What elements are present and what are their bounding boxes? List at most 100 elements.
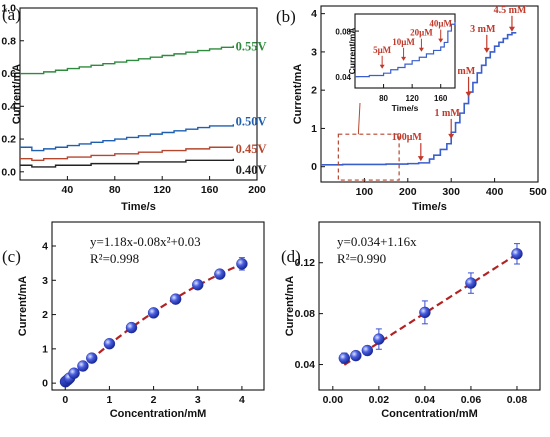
series-label: 0.45V: [236, 142, 267, 156]
x-tick-label: 0.02: [369, 394, 390, 406]
y-tick-label: 0.04: [295, 359, 316, 371]
y-tick-label: 1: [42, 343, 48, 355]
y-tick-label: 3: [311, 46, 317, 58]
data-point: [86, 352, 98, 364]
fit-line: [343, 253, 518, 366]
fit-equation-d: y=0.034+1.16x: [337, 234, 417, 249]
y-tick-label: 0.8: [1, 35, 16, 47]
x-tick-label: 0.00: [323, 394, 344, 406]
x-axis-label: Time/s: [412, 201, 447, 213]
plot-frame: [51, 221, 265, 391]
y-tick-label: 0: [311, 161, 317, 173]
inset-annotation-arrowhead: [418, 47, 424, 52]
panel-label-d: (d): [281, 247, 301, 266]
data-point: [214, 268, 226, 280]
inset-annotation-arrowhead: [438, 38, 444, 43]
y-tick-label: 0: [42, 378, 48, 390]
data-point: [511, 248, 523, 260]
data-point: [192, 279, 204, 291]
r-squared-d: R²=0.990: [337, 251, 386, 266]
inset-annotation-arrowhead: [379, 64, 385, 69]
x-tick-label: 100: [356, 186, 374, 198]
y-tick-label: 1.0: [1, 3, 16, 15]
inset-annotation-label: 5μM: [373, 45, 392, 55]
x-tick-label: 4: [239, 394, 245, 406]
x-tick-label: 80: [379, 94, 388, 103]
zoom-region-box: [337, 133, 400, 181]
x-tick-label: 300: [442, 186, 460, 198]
x-tick-label: 200: [248, 184, 266, 196]
x-tick-label: 200: [399, 186, 417, 198]
x-tick-label: 2: [151, 394, 157, 406]
series-line-0-40v: [20, 158, 234, 168]
y-tick-label: 0.04: [335, 73, 351, 82]
y-tick-label: 0.2: [1, 134, 16, 146]
y-tick-label: 0.08: [295, 308, 316, 320]
x-tick-label: 1: [106, 394, 112, 406]
data-point: [77, 360, 89, 372]
x-axis-label: Concentration/mM: [381, 408, 478, 420]
x-tick-label: 160: [434, 94, 448, 103]
x-axis-label: Time/s: [392, 103, 419, 113]
y-tick-label: 0.6: [1, 68, 16, 80]
y-axis-label: Current/mA: [292, 64, 304, 125]
panel-b: 100 200 300 400 500 0 1 2 3 4 Time/s Current/mA 100μ…: [292, 5, 547, 213]
data-point: [68, 367, 80, 379]
y-tick-label: 4: [42, 241, 48, 253]
y-axis-label: Current/mA: [347, 28, 357, 75]
panel-c: 0 1 2 3 4 0 1 2 3 4 Concentration/mM Current/mA y=1.…: [17, 221, 265, 420]
x-tick-label: 0.08: [507, 394, 528, 406]
y-tick-label: 4: [311, 8, 317, 20]
data-point: [419, 306, 431, 319]
data-point: [465, 277, 477, 289]
inset-annotation-label: 10μM: [392, 37, 415, 47]
annotation-label: 1 mM: [435, 108, 461, 119]
data-point: [236, 258, 248, 270]
plot-frame: [354, 13, 456, 89]
series-line-0-45v: [20, 146, 234, 162]
annotation-arrowhead: [508, 26, 515, 32]
data-point: [103, 338, 116, 350]
series-label: 0.40V: [236, 163, 267, 177]
panel-d: 0.00 0.02 0.04 0.06 0.08 0.04 0.08 0.12 Concentr…: [284, 221, 541, 420]
panel-a: 40 80 120 160 200 0.0 0.2 0.4 0.6 0.8 1.0 Time/s Cur…: [1, 3, 266, 214]
y-axis-label: Current/mA: [17, 276, 29, 337]
annotation-label: 2 mM: [450, 66, 476, 77]
x-tick-label: 120: [153, 184, 171, 196]
r-squared-c: R²=0.998: [90, 251, 139, 266]
x-tick-label: 0: [62, 394, 68, 406]
x-tick-label: 0.04: [415, 394, 436, 406]
panel-label-c: (c): [2, 247, 21, 266]
x-tick-label: 3: [195, 394, 201, 406]
series-label: 0.55V: [236, 40, 267, 54]
inset-annotation-arrowhead: [401, 56, 407, 61]
x-axis-label: Concentration/mM: [110, 408, 207, 420]
fit-equation-c: y=1.18x-0.08x²+0.03: [90, 234, 201, 249]
y-tick-label: 0.4: [1, 101, 16, 113]
current-trace: [321, 31, 517, 166]
inset-current-trace: [355, 21, 456, 78]
annotation-arrowhead: [465, 91, 472, 97]
panel-label-b: (b): [276, 7, 296, 26]
x-tick-label: 120: [405, 94, 419, 103]
series-label: 0.50V: [236, 115, 267, 129]
plot-frame: [318, 221, 541, 391]
x-axis-label: Time/s: [121, 201, 156, 213]
y-axis-label: Current/mA: [284, 276, 296, 337]
y-tick-label: 0.0: [1, 166, 16, 178]
plot-frame: [19, 7, 258, 181]
annotation-arrowhead: [483, 47, 490, 53]
annotation-label: 3 mM: [470, 24, 496, 35]
x-tick-label: 80: [109, 184, 121, 196]
zoom-connector-line: [357, 102, 361, 135]
y-tick-label: 2: [311, 85, 317, 97]
y-tick-label: 0.12: [295, 257, 316, 269]
annotation-arrowhead: [417, 156, 424, 162]
y-tick-label: 0.08: [335, 28, 351, 37]
data-point: [169, 293, 182, 305]
x-tick-label: 160: [201, 184, 219, 196]
inset-annotation-label: 20μM: [410, 28, 433, 38]
fit-line: [64, 263, 243, 383]
y-tick-label: 3: [42, 275, 48, 287]
annotation-label: 100μM: [392, 132, 423, 143]
